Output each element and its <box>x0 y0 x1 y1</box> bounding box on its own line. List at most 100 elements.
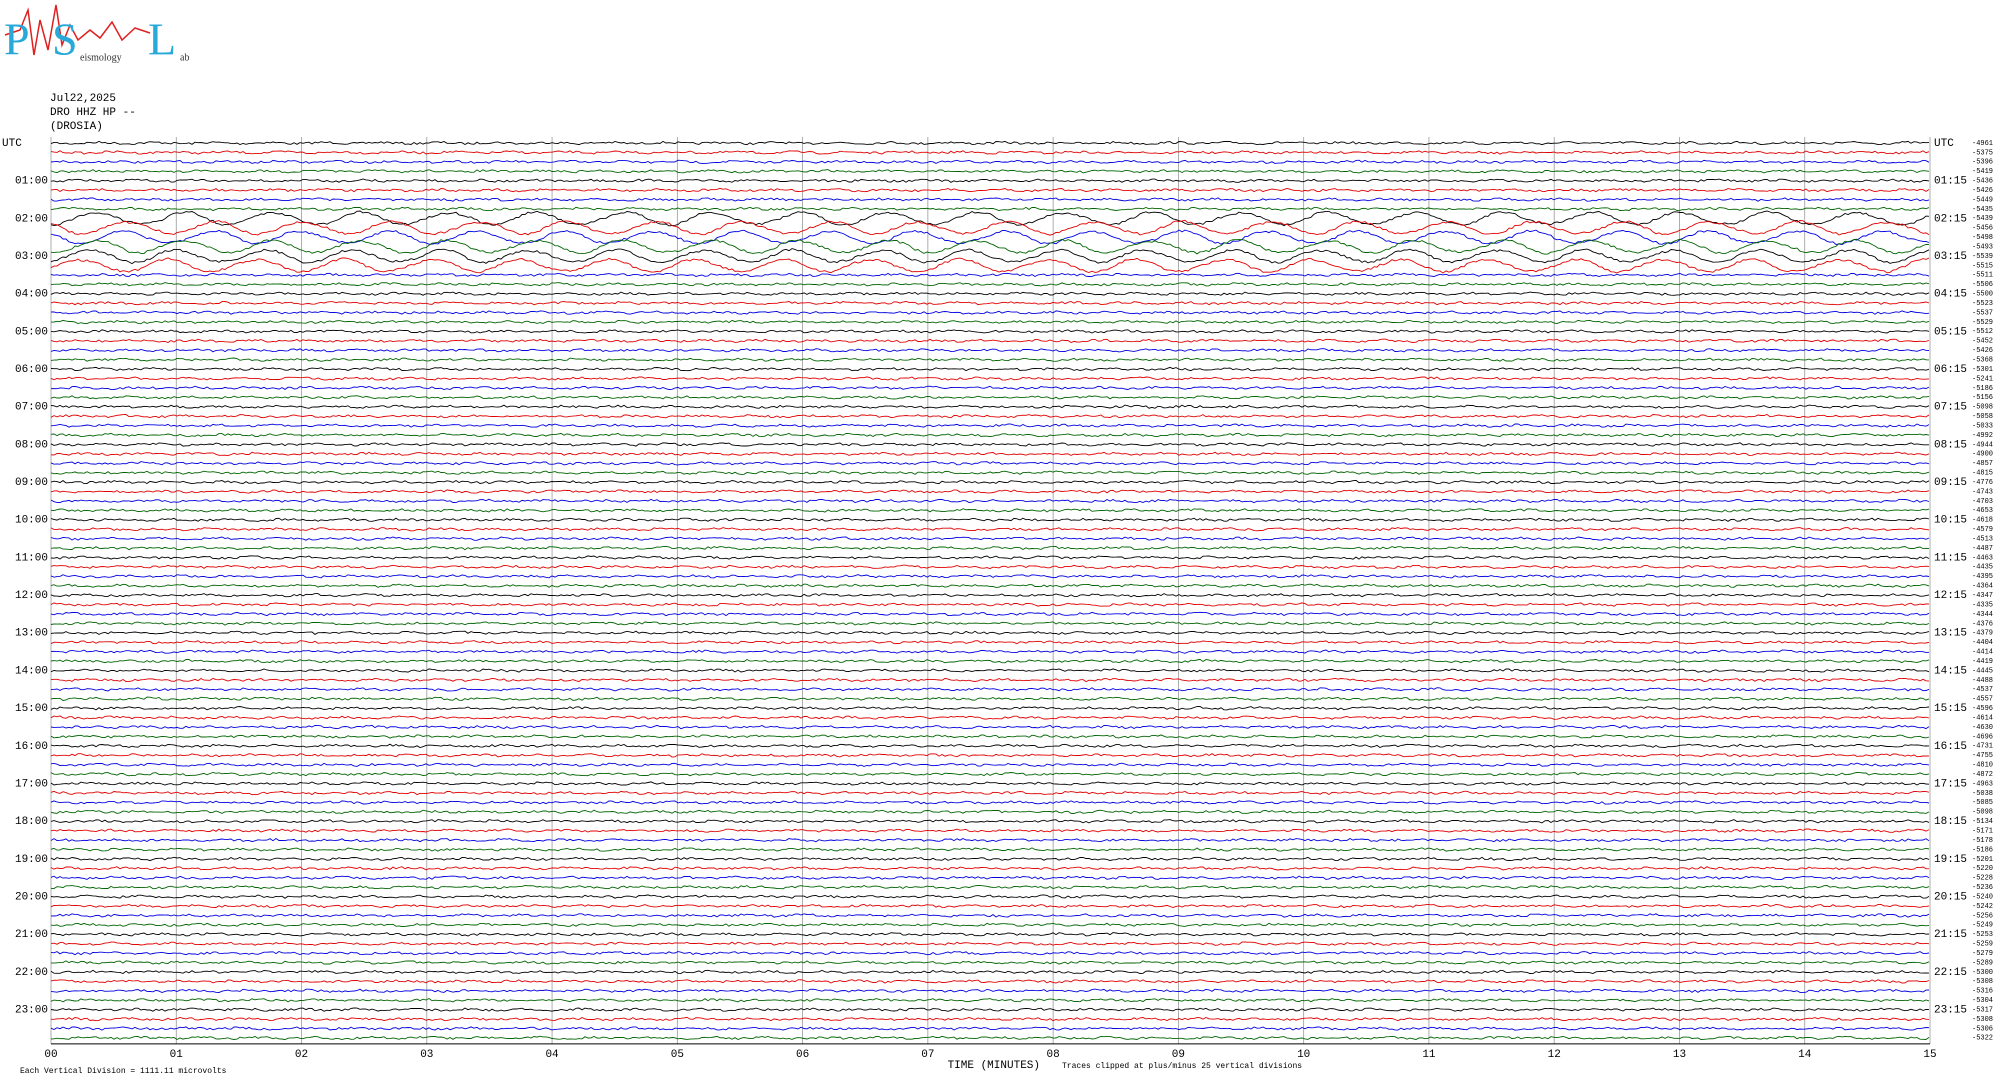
left-time-label: 12:00 <box>15 590 48 602</box>
offset-label: -5316 <box>1972 988 1993 996</box>
offset-label: -5178 <box>1972 837 1993 845</box>
trace <box>50 668 1930 673</box>
offset-label: -5308 <box>1972 978 1993 986</box>
trace <box>50 922 1930 928</box>
trace <box>50 178 1930 183</box>
trace <box>50 649 1930 654</box>
trace <box>50 1007 1930 1012</box>
trace <box>50 781 1930 786</box>
offset-label: -4731 <box>1972 743 1993 751</box>
trace <box>50 687 1930 692</box>
offset-label: -5058 <box>1972 413 1993 421</box>
trace <box>50 187 1930 193</box>
left-time-label: 20:00 <box>15 892 48 904</box>
trace <box>50 461 1930 466</box>
right-time-label: 17:15 <box>1934 778 1967 790</box>
x-tick-label: 04 <box>545 1049 559 1061</box>
trace <box>50 376 1930 381</box>
offset-label: -5201 <box>1972 856 1993 864</box>
right-time-label: 01:15 <box>1934 176 1967 188</box>
left-time-label: 10:00 <box>15 515 48 527</box>
trace <box>50 988 1930 993</box>
trace <box>51 1016 1930 1022</box>
left-time-label: 11:00 <box>15 552 48 564</box>
axis-title: TIME (MINUTES) <box>948 1060 1040 1072</box>
offset-label: -5426 <box>1972 187 1993 195</box>
right-time-label: 23:15 <box>1934 1005 1967 1017</box>
right-time-label: 07:15 <box>1934 402 1967 414</box>
offset-label: -5539 <box>1972 253 1993 261</box>
trace <box>50 451 1930 457</box>
offset-label: -4335 <box>1972 601 1993 609</box>
offset-label: -5493 <box>1972 243 1993 251</box>
offset-label: -5529 <box>1972 319 1993 327</box>
trace <box>50 404 1930 409</box>
offset-label: -4347 <box>1972 592 1993 600</box>
offset-label: -5240 <box>1972 893 1993 901</box>
trace <box>50 950 1930 956</box>
right-time-label: 05:15 <box>1934 326 1967 338</box>
offset-label: -5156 <box>1972 394 1993 402</box>
trace <box>50 1026 1930 1031</box>
offset-label: -5506 <box>1972 281 1993 289</box>
logo-text: P <box>4 14 30 65</box>
offset-label: -5085 <box>1972 799 1993 807</box>
offset-label: -4404 <box>1972 639 1993 647</box>
offset-label: -5256 <box>1972 912 1993 920</box>
trace <box>50 856 1930 862</box>
trace <box>50 790 1930 796</box>
offset-label: -4703 <box>1972 498 1993 506</box>
logo-text: S <box>52 14 78 65</box>
trace <box>50 319 1930 325</box>
offset-label: -5322 <box>1972 1035 1993 1043</box>
left-time-label: 23:00 <box>15 1005 48 1017</box>
trace <box>50 969 1930 975</box>
trace <box>50 395 1930 400</box>
right-time-label: 21:15 <box>1934 929 1967 941</box>
offset-label: -4992 <box>1972 432 1993 440</box>
trace <box>50 574 1930 579</box>
trace <box>50 932 1930 937</box>
offset-label: -5439 <box>1972 215 1993 223</box>
x-tick-label: 05 <box>671 1049 684 1061</box>
x-tick-label: 14 <box>1798 1049 1812 1061</box>
offset-label: -4364 <box>1972 583 1993 591</box>
offset-label: -5300 <box>1972 969 1993 977</box>
offset-label: -5186 <box>1972 385 1993 393</box>
offset-label: -5242 <box>1972 903 1993 911</box>
right-time-label: 22:15 <box>1934 967 1967 979</box>
offset-label: -5228 <box>1972 875 1993 883</box>
offset-label: -5259 <box>1972 941 1993 949</box>
offset-label: -4614 <box>1972 714 1993 722</box>
clip-note: Traces clipped at plus/minus 25 vertical… <box>1062 1062 1302 1071</box>
trace <box>50 847 1930 852</box>
offset-label: -5253 <box>1972 931 1993 939</box>
trace <box>50 357 1930 362</box>
offset-label: -5249 <box>1972 922 1993 930</box>
offset-label: -4815 <box>1972 470 1993 478</box>
left-time-label: 04:00 <box>15 289 48 301</box>
trace <box>50 140 1930 146</box>
offset-label: -4857 <box>1972 460 1993 468</box>
offset-label: -5375 <box>1972 149 1993 157</box>
offset-label: -4596 <box>1972 705 1993 713</box>
offset-label: -5186 <box>1972 846 1993 854</box>
offset-label: -4776 <box>1972 479 1993 487</box>
left-time-label: 14:00 <box>15 665 48 677</box>
right-time-label: 03:15 <box>1934 251 1967 263</box>
offset-label: -5098 <box>1972 809 1993 817</box>
offset-label: -5396 <box>1972 159 1993 167</box>
trace <box>50 658 1930 664</box>
trace <box>50 715 1930 720</box>
trace <box>50 677 1930 683</box>
trace <box>50 210 1930 227</box>
right-time-label: 12:15 <box>1934 590 1967 602</box>
offset-label: -5304 <box>1972 997 1993 1005</box>
x-tick-label: 06 <box>796 1049 809 1061</box>
offset-label: -5317 <box>1972 1006 1993 1014</box>
trace <box>50 743 1930 749</box>
trace <box>50 197 1930 202</box>
left-time-label: 16:00 <box>15 741 48 753</box>
offset-label: -4419 <box>1972 658 1993 666</box>
logo: P S eismology L ab <box>4 4 189 65</box>
